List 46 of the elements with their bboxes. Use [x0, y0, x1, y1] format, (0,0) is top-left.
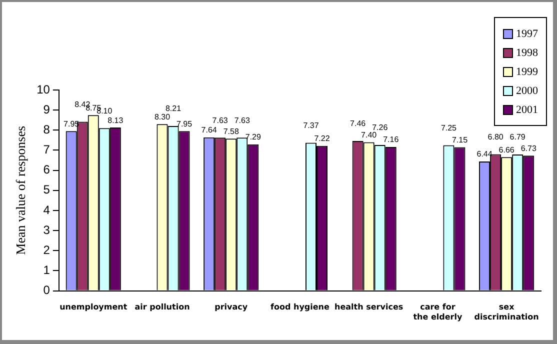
data-label: 6.73	[520, 144, 537, 153]
data-label: 8.30	[154, 112, 171, 122]
data-label: 7.26	[372, 123, 388, 132]
y-axis-title: Mean value of responses	[13, 126, 28, 255]
data-label: 8.13	[108, 116, 124, 125]
data-label: 7.58	[223, 126, 240, 136]
x-tick-label: unemployment	[60, 302, 128, 312]
data-label: 7.29	[245, 132, 262, 142]
legend-label: 1999	[516, 66, 538, 78]
legend-label: 1997	[516, 28, 538, 40]
legend-label: 2000	[516, 84, 538, 96]
data-label: 7.37	[303, 121, 320, 130]
data-label: 8.21	[165, 104, 182, 114]
y-tick-label: 4	[43, 202, 50, 217]
data-label: 7.22	[314, 134, 330, 144]
y-tick-label: 9	[43, 102, 50, 116]
data-label: 7.40	[361, 130, 378, 140]
data-label: 7.15	[452, 135, 468, 144]
y-tick-label: 10	[36, 82, 50, 96]
data-label: 7.25	[440, 123, 458, 132]
y-tick-label: 8	[43, 122, 50, 136]
y-tick-label: 6	[43, 162, 50, 177]
x-tick-label: privacy	[214, 302, 248, 312]
data-label: 6.66	[498, 145, 515, 154]
y-tick-label: 7	[43, 142, 50, 157]
data-label: 7.46	[350, 119, 366, 128]
data-label: 7.16	[383, 135, 400, 144]
x-tick-label: sex discrimination	[474, 302, 540, 322]
legend-label: 1998	[516, 46, 538, 58]
y-tick-label: 0	[43, 283, 50, 298]
data-label: 6.44	[476, 150, 493, 159]
y-tick-label: 2	[43, 242, 50, 257]
y-tick-label: 3	[43, 222, 50, 237]
y-tick-label: 5	[43, 182, 50, 197]
data-label: 7.63	[212, 116, 228, 125]
data-label: 7.64	[201, 126, 218, 135]
x-tick-label: care for the elderly	[413, 302, 463, 322]
y-tick-label: 1	[43, 263, 50, 278]
legend-label: 2001	[516, 104, 538, 116]
x-tick-label: air pollution	[134, 302, 190, 312]
data-label: 7.63	[234, 116, 250, 125]
x-tick-label: health services	[334, 302, 404, 312]
x-tick-label: food hygiene	[270, 302, 330, 312]
data-label: 7.95	[176, 119, 193, 128]
data-label: 6.79	[510, 132, 526, 142]
data-label: 6.80	[488, 132, 504, 142]
